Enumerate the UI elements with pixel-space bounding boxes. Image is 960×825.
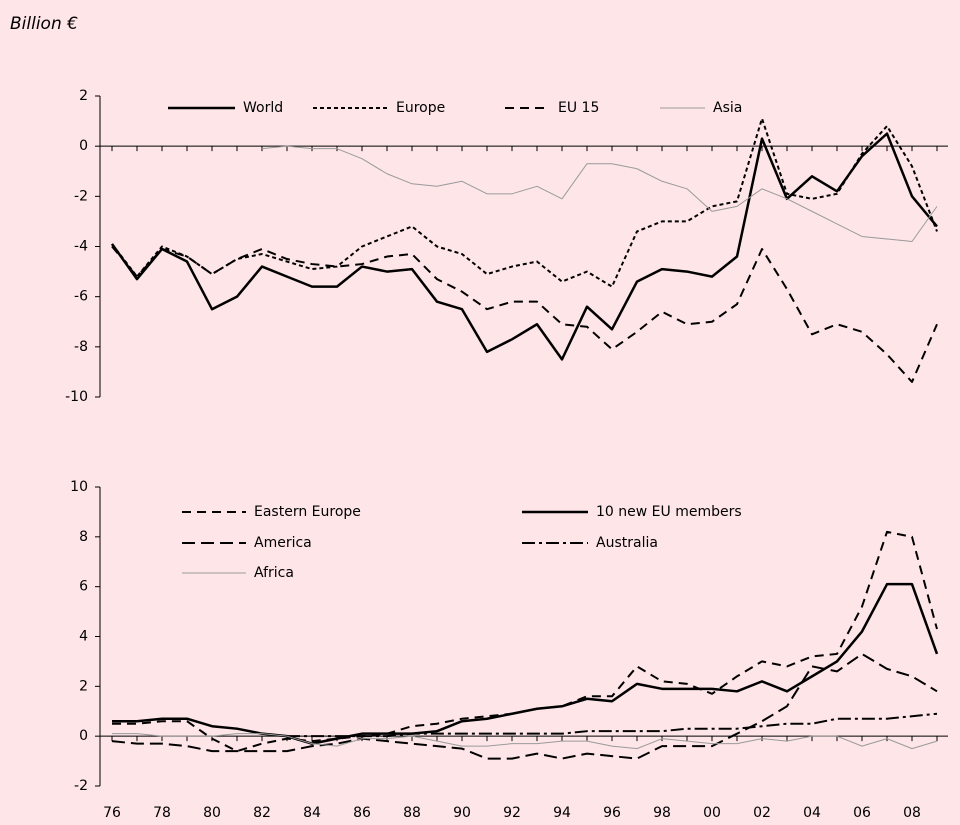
y-tick-label: -2 xyxy=(74,778,88,794)
legend-label: Australia xyxy=(596,535,658,551)
x-tick-label: 88 xyxy=(403,805,421,821)
x-tick-label: 82 xyxy=(253,805,271,821)
y-tick-label: 8 xyxy=(79,529,88,545)
y-tick-label: 6 xyxy=(79,579,88,595)
series-line xyxy=(261,145,938,242)
series-line xyxy=(111,652,938,760)
y-tick-label: -6 xyxy=(74,289,88,305)
legend-label: Eastern Europe xyxy=(254,504,361,520)
x-tick-label: 06 xyxy=(853,805,871,821)
y-tick-label: -4 xyxy=(74,239,88,255)
x-tick-label: 04 xyxy=(803,805,821,821)
x-tick-label: 08 xyxy=(903,805,921,821)
x-tick-label: 96 xyxy=(603,805,621,821)
x-tick-label: 02 xyxy=(753,805,771,821)
series-line xyxy=(287,712,938,738)
series-line xyxy=(111,245,938,383)
x-tick-label: 00 xyxy=(703,805,721,821)
legend-label: Europe xyxy=(396,100,445,116)
series-line xyxy=(110,132,938,361)
legend-label: EU 15 xyxy=(558,100,599,116)
y-tick-label: 0 xyxy=(79,728,88,744)
x-tick-label: 90 xyxy=(453,805,471,821)
y-tick-label: -2 xyxy=(74,188,88,204)
legend-label: America xyxy=(254,535,312,551)
series-line xyxy=(112,733,938,750)
legend-label: 10 new EU members xyxy=(596,504,742,520)
x-tick-label: 78 xyxy=(153,805,171,821)
x-tick-label: 92 xyxy=(503,805,521,821)
x-tick-label: 86 xyxy=(353,805,371,821)
y-tick-label: 0 xyxy=(79,138,88,154)
y-tick-label: 10 xyxy=(70,479,88,495)
x-tick-label: 76 xyxy=(103,805,121,821)
legend-label: Asia xyxy=(713,100,742,116)
y-tick-label: 4 xyxy=(79,629,88,645)
series-line xyxy=(112,582,939,745)
legend-label: World xyxy=(243,100,283,116)
y-tick-label: -8 xyxy=(74,339,88,355)
x-tick-label: 84 xyxy=(303,805,321,821)
x-tick-label: 98 xyxy=(653,805,671,821)
y-axis-title: Billion € xyxy=(10,14,78,34)
x-tick-label: 80 xyxy=(203,805,221,821)
y-tick-label: 2 xyxy=(79,678,88,694)
legend-label: Africa xyxy=(254,565,294,581)
series-line xyxy=(112,530,938,753)
x-tick-label: 94 xyxy=(553,805,571,821)
series-line xyxy=(111,117,938,288)
y-tick-label: -10 xyxy=(65,389,88,405)
y-tick-label: 2 xyxy=(79,88,88,104)
